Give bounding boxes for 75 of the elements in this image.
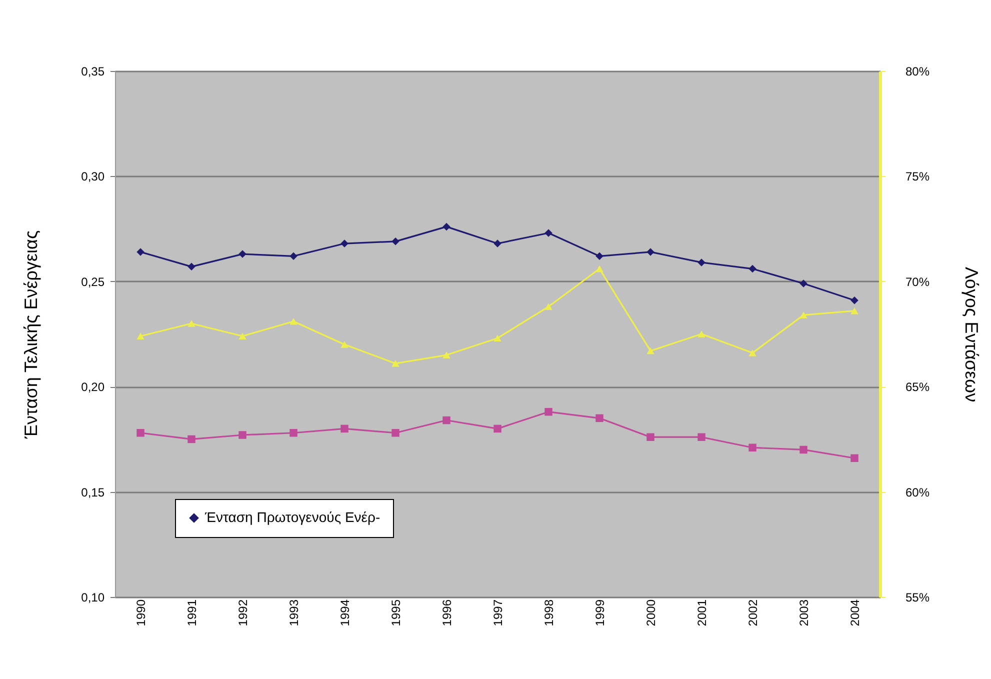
point: [340, 240, 348, 248]
point: [646, 433, 654, 441]
point: [340, 424, 348, 433]
point: [392, 360, 400, 367]
point: [596, 414, 604, 422]
x-tick-label: 1999: [593, 599, 607, 626]
legend-label: Ένταση Πρωτογενούς Ενέρ-: [204, 509, 381, 525]
y-axis-title: Ένταση Τελικής Ενέργειας: [21, 230, 42, 440]
point: [188, 262, 196, 271]
point: [596, 252, 604, 260]
point: [392, 238, 400, 246]
y2-tick-label: 70%: [906, 274, 930, 289]
y-tick-label: 0,15: [81, 485, 105, 500]
x-tick-label: 2001: [695, 599, 709, 626]
x-tick-label: 1990: [134, 599, 148, 626]
point: [748, 350, 756, 356]
point: [442, 352, 450, 358]
point: [238, 431, 246, 439]
point: [238, 250, 246, 258]
x-tick-label: 1995: [389, 599, 403, 626]
point: [442, 416, 450, 424]
x-tick-label: 1997: [491, 599, 505, 626]
point: [544, 303, 552, 310]
x-tick-label: 2004: [848, 599, 862, 626]
y2-tick-label: 65%: [906, 380, 930, 394]
x-tick-label: 2002: [746, 599, 760, 626]
point: [596, 265, 604, 272]
point: [800, 446, 808, 454]
point: [290, 429, 298, 437]
x-tick-label: 1994: [338, 599, 352, 626]
x-tick-label: 2003: [797, 599, 811, 626]
point: [850, 454, 858, 462]
y-tick-label: 0,20: [81, 380, 105, 394]
point: [646, 347, 654, 354]
point: [494, 424, 502, 433]
point: [646, 248, 654, 256]
y-tick-label: 0,25: [81, 274, 105, 289]
point: [290, 318, 298, 325]
x-tick-label: 1992: [236, 599, 250, 626]
point: [392, 429, 400, 437]
point: [136, 332, 144, 340]
point: [544, 408, 552, 416]
point: [800, 280, 808, 288]
y-tick-label: 0,10: [81, 590, 105, 604]
point: [698, 433, 706, 441]
x-tick-label: 1998: [542, 599, 556, 626]
point: [188, 320, 196, 327]
y2-tick-label: 75%: [906, 170, 930, 184]
y2-tick-label: 60%: [906, 485, 930, 500]
point: [544, 229, 552, 237]
point: [494, 334, 502, 342]
point: [136, 429, 144, 437]
point: [136, 248, 144, 256]
point: [340, 341, 348, 348]
y2-tick-label: 80%: [906, 64, 930, 78]
point: [800, 312, 808, 318]
y2-axis-title: Λόγος Εντάσεων: [962, 266, 982, 402]
y2-tick-label: 55%: [906, 590, 930, 604]
point: [188, 435, 196, 444]
x-tick-label: 1991: [185, 599, 199, 626]
y-tick-label: 0,30: [81, 170, 105, 184]
point: [442, 222, 450, 231]
point: [290, 252, 298, 260]
x-tick-label: 1996: [440, 599, 454, 626]
point: [698, 258, 706, 266]
point: [698, 330, 706, 338]
x-tick-label: 1993: [287, 599, 301, 626]
point: [748, 264, 756, 273]
y-tick-label: 0,35: [81, 64, 105, 78]
point: [748, 444, 756, 452]
x-tick-label: 2000: [644, 599, 658, 626]
point: [494, 240, 502, 248]
point: [238, 332, 246, 340]
point: [850, 308, 858, 314]
point: [850, 296, 858, 304]
